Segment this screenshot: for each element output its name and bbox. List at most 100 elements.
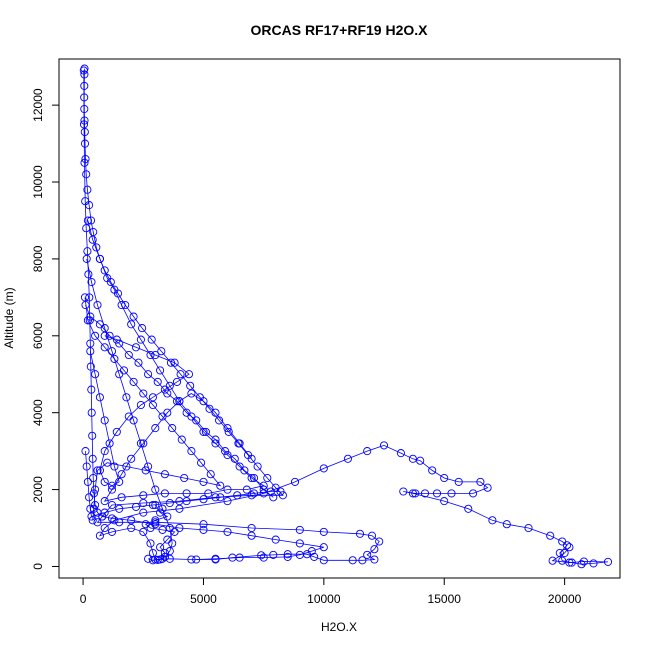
data-point (295, 550, 304, 559)
data-point (127, 454, 136, 463)
data-point (247, 531, 256, 540)
data-point (144, 370, 153, 379)
data-point (160, 385, 169, 394)
data-point (91, 485, 100, 494)
data-point (136, 400, 145, 410)
series-7 (86, 331, 194, 490)
data-point (247, 523, 256, 533)
data-point (182, 497, 191, 506)
data-point (88, 454, 97, 463)
x-tick-label: 10000 (307, 592, 341, 606)
data-point (160, 489, 169, 498)
data-point (355, 529, 365, 538)
data-point (110, 285, 119, 294)
data-point (216, 481, 225, 490)
data-point (80, 70, 89, 79)
data-point (139, 498, 148, 508)
data-point (558, 556, 567, 565)
data-point (138, 324, 147, 333)
data-point (579, 557, 588, 566)
data-point (81, 447, 90, 456)
data-point (136, 335, 145, 344)
data-point (420, 489, 430, 498)
data-point (235, 462, 244, 471)
data-point (82, 254, 91, 263)
data-point (88, 431, 97, 440)
data-point (408, 454, 417, 463)
data-point (223, 485, 232, 494)
y-tick-label: 0 (31, 563, 45, 570)
data-point (127, 320, 136, 329)
data-point (192, 416, 201, 425)
data-point (379, 441, 389, 450)
data-point (224, 427, 233, 436)
data-point (139, 508, 148, 517)
data-point (396, 449, 405, 458)
data-point (107, 481, 117, 490)
x-tick-label: 5000 (190, 592, 217, 606)
data-point (115, 518, 124, 527)
data-point (186, 381, 195, 390)
data-point (110, 354, 119, 363)
data-point (158, 554, 167, 563)
data-point (276, 487, 285, 496)
data-point (259, 553, 268, 562)
data-point (160, 470, 169, 479)
data-point (199, 495, 208, 504)
data-point (187, 447, 196, 456)
data-point (257, 551, 266, 560)
data-point (95, 254, 104, 263)
data-point (156, 366, 165, 375)
data-point (242, 485, 251, 494)
data-point (82, 462, 91, 471)
data-point (440, 497, 449, 506)
data-point (253, 462, 262, 471)
data-point (165, 547, 174, 556)
data-point (146, 523, 155, 533)
data-point (131, 343, 141, 352)
data-point (83, 216, 92, 225)
data-point (139, 527, 148, 536)
data-point (370, 545, 379, 554)
data-point (358, 556, 367, 565)
data-point (86, 216, 96, 225)
data-point (271, 535, 280, 544)
data-point (476, 477, 485, 486)
data-point (363, 550, 372, 559)
data-point (163, 535, 172, 544)
data-point (170, 358, 179, 367)
data-point (129, 312, 138, 321)
data-point (295, 539, 304, 548)
data-point (95, 466, 104, 475)
data-point (93, 300, 102, 310)
data-point (89, 489, 98, 498)
data-point (100, 477, 109, 486)
data-point (163, 512, 172, 521)
data-point (247, 454, 256, 463)
data-point (117, 493, 126, 502)
data-point (172, 397, 182, 406)
data-point (144, 554, 153, 563)
data-point (115, 504, 124, 513)
data-point (146, 539, 155, 548)
data-point (100, 508, 109, 517)
data-point (147, 335, 156, 344)
data-point (235, 553, 244, 562)
data-point (546, 531, 555, 540)
data-point (95, 320, 104, 329)
data-point (216, 493, 225, 502)
data-point (187, 389, 196, 398)
chart-title: ORCAS RF17+RF19 H2O.X (251, 22, 429, 38)
y-tick-label: 12000 (31, 88, 45, 122)
y-tick-label: 2000 (31, 476, 45, 503)
data-point (83, 247, 92, 256)
data-point (103, 274, 112, 283)
data-point (151, 424, 160, 433)
y-tick-label: 6000 (31, 322, 45, 349)
data-point (139, 439, 148, 448)
data-point (199, 397, 208, 406)
data-point (156, 508, 165, 517)
data-point (370, 555, 379, 564)
data-point (82, 170, 91, 179)
data-point (469, 489, 478, 498)
